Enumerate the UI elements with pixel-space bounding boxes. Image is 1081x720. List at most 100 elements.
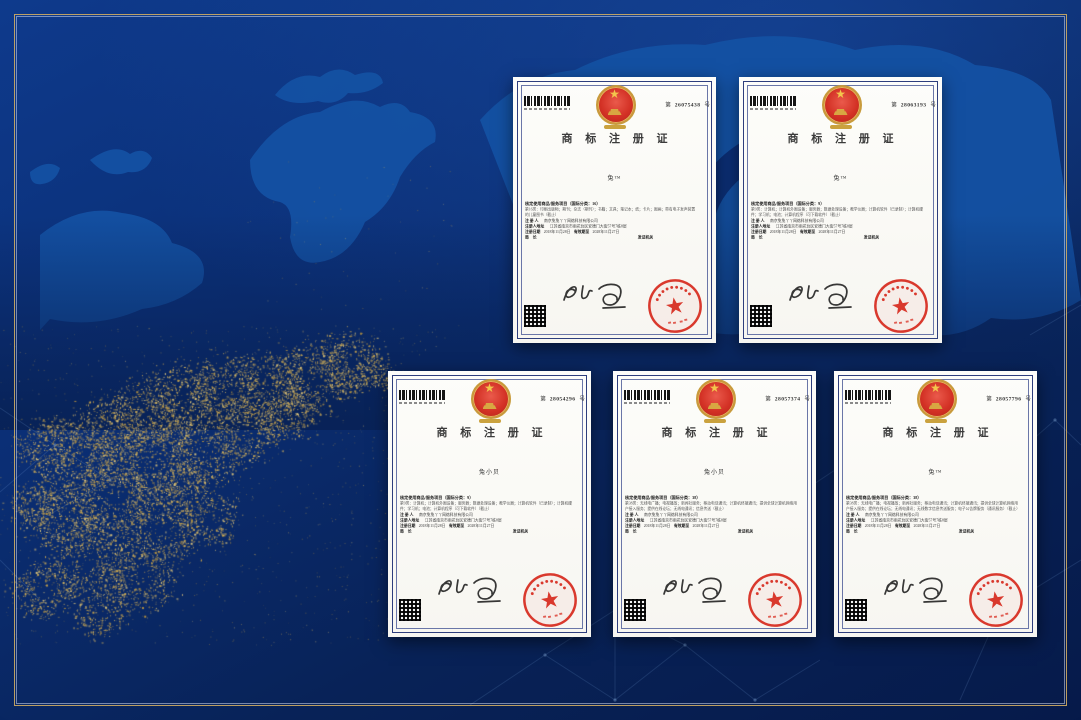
address-label: 注册人地址 (625, 517, 645, 523)
director-signature (563, 283, 626, 309)
official-seal (969, 573, 1023, 627)
certificate-number: 第 28054296 号 (540, 395, 585, 403)
reg-date-label: 注册日期 (751, 229, 767, 234)
certificate-title: 商 标 注 册 证 (787, 133, 899, 145)
certificate-title: 商 标 注 册 证 (561, 133, 673, 145)
valid-until-value: 2028年11月27日 (592, 229, 620, 234)
qr-code (750, 305, 772, 327)
registrant-label: 注 册 人 (525, 218, 539, 223)
barcode-caption (524, 107, 570, 110)
class-heading: 核定使用商品/服务项目（国际分类：9） (751, 201, 825, 206)
qr-code (845, 599, 867, 621)
barcode-bars (624, 390, 670, 400)
official-seal (648, 279, 702, 333)
registrant-label: 注 册 人 (400, 512, 414, 517)
address-row: 注册人地址 江苏省南京市雨花台区安德门大街57号7栋8层 (400, 517, 577, 523)
reg-date-label: 注册日期 (525, 229, 541, 234)
trademark-certificate-5: ★ 第 28057796 号 商 标 注 册 证 兔™ 核定使用商品/服务项目（… (834, 371, 1037, 637)
dates-row: 注册日期 2018年11月28日 有效期至 2028年11月27日 (400, 523, 577, 529)
number-prefix: 第 (891, 101, 897, 109)
barcode-bars (399, 390, 445, 400)
barcode (399, 390, 445, 404)
certificate-body: 核定使用商品/服务项目（国际分类：38） 第38类：无线电广播；电视播放；新闻社… (625, 495, 802, 535)
address-value: 江苏省南京市雨花台区安德门大街57号7栋8层 (424, 517, 502, 523)
emblem-circle (595, 85, 636, 125)
reg-date-value: 2018年11月28日 (543, 229, 571, 234)
valid-until-value: 2028年11月27日 (692, 523, 720, 528)
director-signature (438, 577, 501, 603)
goods-list: 第16类：印刷出版物；期刊；杂志（期刊）；书籍；文具；笔记本；纸；卡片；图画；带… (525, 207, 696, 217)
emblem-gate-icon (833, 109, 848, 115)
border-frame-inner (16, 16, 1065, 704)
address-value: 江苏省南京市雨花台区安德门大街57号7栋8层 (549, 223, 627, 229)
number-value: 28057796 (995, 395, 1022, 403)
number-prefix: 第 (540, 395, 546, 403)
valid-until-value: 2028年11月27日 (913, 523, 941, 528)
trademark-mark: 兔™ (607, 176, 622, 182)
number-suffix: 号 (704, 101, 710, 109)
trademark-certificate-4: ★ 第 28057374 号 商 标 注 册 证 兔小贝 核定使用商品/服务项目… (613, 371, 816, 637)
emblem-ribbon (603, 125, 626, 129)
number-prefix: 第 (665, 101, 671, 109)
valid-until-label: 有效期至 (448, 523, 465, 528)
goods-list: 第38类：无线电广播；电视播放；新闻社服务；移动电话通讯；计算机终端通讯；提供全… (625, 501, 797, 511)
number-prefix: 第 (986, 395, 992, 403)
number-value: 28054296 (549, 395, 576, 403)
registrant-row: 注 册 人 南京兔兔丫丫网络科技有限公司 (525, 218, 702, 224)
director-row: 局 长 发证机关 (751, 235, 928, 242)
barcode (524, 96, 570, 110)
address-label: 注册人地址 (400, 517, 420, 523)
national-emblem-icon: ★ (821, 85, 862, 135)
barcode-caption (399, 401, 445, 404)
director-label: 局 长 (625, 529, 637, 534)
class-heading: 核定使用商品/服务项目（国际分类：38） (625, 495, 701, 500)
valid-until-value: 2028年11月27日 (467, 523, 495, 528)
director-label: 局 长 (846, 529, 858, 534)
certificate-body: 核定使用商品/服务项目（国际分类：16） 第16类：印刷出版物；期刊；杂志（期刊… (525, 201, 702, 241)
qr-code (624, 599, 646, 621)
certificate-number: 第 28057796 号 (986, 395, 1031, 403)
valid-until-label: 有效期至 (573, 229, 590, 234)
number-suffix: 号 (579, 395, 585, 403)
director-row: 局 长 发证机关 (400, 529, 577, 536)
trademark-mark: 兔™ (928, 470, 943, 476)
director-row: 局 长 发证机关 (846, 529, 1023, 536)
national-emblem-icon: ★ (470, 379, 511, 429)
dates-row: 注册日期 2018年11月28日 有效期至 2028年11月27日 (846, 523, 1023, 529)
official-seal (874, 279, 928, 333)
barcode-bars (750, 96, 796, 106)
emblem-ribbon (829, 125, 852, 129)
emblem-gate-icon (482, 403, 497, 409)
goods-list: 第9类：计算机；计算机外围设备；服务器；数据处理设备；教学仪器；计算机软件（已录… (751, 207, 923, 217)
registrant-label: 注 册 人 (751, 218, 765, 223)
barcode (624, 390, 670, 404)
reg-date-value: 2018年11月28日 (643, 523, 671, 528)
address-label: 注册人地址 (846, 517, 866, 523)
registrant-value: 南京兔兔丫丫网络科技有限公司 (769, 218, 824, 223)
national-emblem-icon: ★ (916, 379, 957, 429)
reg-date-label: 注册日期 (846, 523, 862, 528)
certificate-title: 商 标 注 册 证 (882, 427, 994, 439)
reg-date-value: 2018年11月28日 (864, 523, 892, 528)
qr-code (399, 599, 421, 621)
director-signature (884, 577, 947, 603)
emblem-star-icon: ★ (609, 87, 620, 101)
certificate-number: 第 28057374 号 (765, 395, 810, 403)
dates-row: 注册日期 2018年11月28日 有效期至 2028年11月27日 (525, 229, 702, 235)
registrant-value: 南京兔兔丫丫网络科技有限公司 (543, 218, 598, 223)
number-suffix: 号 (1025, 395, 1031, 403)
registrant-value: 南京兔兔丫丫网络科技有限公司 (864, 512, 919, 517)
emblem-circle (695, 379, 736, 419)
registrant-row: 注 册 人 南京兔兔丫丫网络科技有限公司 (400, 512, 577, 518)
goods-list: 第38类：无线电广播；电视播放；新闻社服务；移动电话通讯；计算机终端通讯；提供全… (846, 501, 1020, 511)
certificate-body: 核定使用商品/服务项目（国际分类：38） 第38类：无线电广播；电视播放；新闻社… (846, 495, 1023, 535)
valid-until-label: 有效期至 (894, 523, 911, 528)
reg-date-label: 注册日期 (625, 523, 641, 528)
address-value: 江苏省南京市雨花台区安德门大街57号7栋8层 (775, 223, 853, 229)
emblem-ribbon (703, 419, 726, 423)
registrant-row: 注 册 人 南京兔兔丫丫网络科技有限公司 (751, 218, 928, 224)
emblem-ribbon (478, 419, 501, 423)
reg-date-label: 注册日期 (400, 523, 416, 528)
barcode (750, 96, 796, 110)
trademark-certificate-3: ★ 第 28054296 号 商 标 注 册 证 兔小贝 核定使用商品/服务项目… (388, 371, 591, 637)
